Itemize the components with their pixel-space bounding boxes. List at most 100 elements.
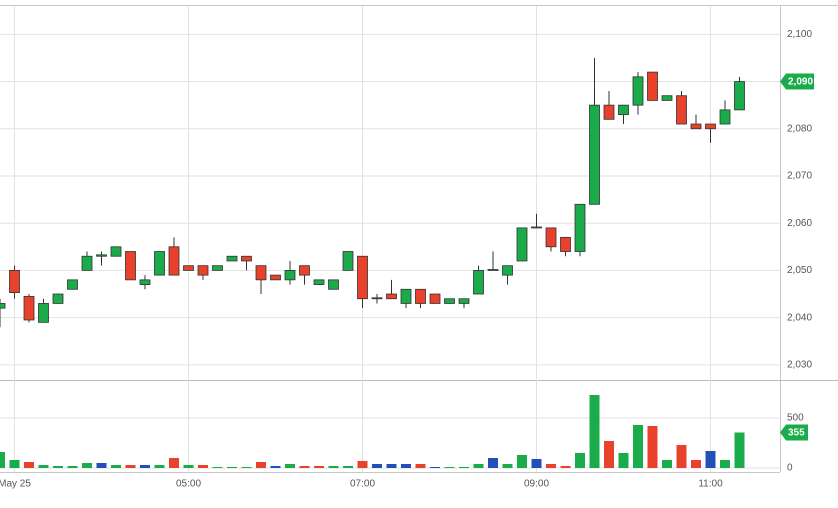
- candle-body: [255, 265, 267, 281]
- candle-body: [487, 269, 499, 271]
- volume-bar: [502, 464, 513, 468]
- volume-bar: [720, 460, 730, 468]
- last-price-label: 2,090: [788, 77, 813, 88]
- volume-bar: [38, 465, 49, 468]
- volume-bar: [444, 467, 455, 468]
- volume-bar: [604, 441, 614, 468]
- candle-body: [589, 104, 600, 205]
- volume-bar: [82, 463, 92, 468]
- volume-bar: [546, 464, 556, 468]
- volume-bar: [53, 466, 63, 468]
- candle-body: [661, 95, 673, 101]
- candle-body: [52, 293, 64, 304]
- candle-body: [67, 279, 78, 290]
- candle-body: [96, 254, 107, 257]
- volume-bar: [96, 463, 107, 468]
- candle-body: [429, 293, 441, 304]
- volume-bar: [67, 466, 78, 468]
- volume-bar: [575, 453, 585, 468]
- volume-bar: [705, 451, 716, 468]
- candle-body: [226, 255, 238, 262]
- volume-bar: [169, 458, 179, 468]
- candle-body: [632, 76, 644, 106]
- x-tick-label: 05:00: [176, 479, 201, 490]
- last-volume-tag: [780, 424, 808, 441]
- candle-body: [299, 265, 310, 276]
- candle-body: [197, 265, 209, 276]
- x-tick-label: May 25: [0, 479, 31, 490]
- y2-tick-label: 500: [787, 413, 804, 424]
- candle-body: [400, 288, 412, 304]
- volume-bar: [270, 466, 281, 468]
- y-tick-label: 2,100: [787, 29, 812, 40]
- volume-bar: [386, 464, 397, 468]
- volume-bar: [357, 461, 368, 468]
- volume-bar: [328, 466, 339, 468]
- candle-body: [531, 226, 542, 229]
- volume-bar: [9, 460, 20, 468]
- candle-body: [342, 251, 354, 271]
- volume-bar: [517, 455, 527, 468]
- volume-bar: [647, 426, 658, 468]
- volume-bar: [111, 465, 121, 468]
- candle-body: [719, 109, 731, 125]
- candle-body: [38, 303, 49, 323]
- y-tick-label: 2,040: [787, 312, 812, 323]
- y-tick-label: 2,070: [787, 171, 812, 182]
- y-tick-label: 2,080: [787, 123, 812, 134]
- candle-body: [458, 298, 470, 304]
- x-tick-label: 09:00: [524, 479, 549, 490]
- candle-body: [0, 303, 6, 309]
- candle-body: [676, 95, 687, 125]
- volume-bar: [212, 467, 223, 468]
- x-tick-label: 11:00: [698, 479, 723, 490]
- candle-body: [81, 255, 93, 271]
- volume-bar: [183, 465, 194, 468]
- volume-bar: [256, 462, 266, 468]
- candle-body: [574, 203, 586, 252]
- y-tick-label: 2,030: [787, 359, 812, 370]
- candle-body: [502, 265, 513, 276]
- volume-bar: [430, 467, 440, 468]
- candle-body: [212, 265, 223, 271]
- volume-bar: [372, 464, 382, 468]
- candle-body: [603, 104, 615, 120]
- candle-body: [313, 279, 325, 285]
- candle-body: [516, 227, 528, 262]
- volume-bar: [662, 460, 672, 468]
- volume-bar: [618, 453, 629, 468]
- candle-body: [690, 123, 702, 130]
- candle-body: [154, 251, 165, 276]
- volume-bar: [0, 452, 5, 468]
- candle-body: [386, 293, 397, 300]
- candle-body: [705, 123, 716, 130]
- last-volume-label: 355: [788, 428, 805, 439]
- candle-body: [560, 236, 571, 252]
- volume-bar: [24, 462, 34, 468]
- last-price-tag: [780, 73, 814, 90]
- volume-bar: [343, 466, 353, 468]
- y-tick-label: 2,060: [787, 218, 812, 229]
- y-tick-label: 2,050: [787, 265, 812, 276]
- volume-bar: [473, 464, 484, 468]
- candle-body: [618, 104, 629, 115]
- volume-bar: [560, 466, 571, 468]
- volume-bar: [140, 465, 150, 468]
- volume-bar: [488, 458, 498, 468]
- y2-tick-label: 0: [787, 463, 793, 474]
- candle-body: [23, 295, 35, 321]
- volume-bar: [676, 445, 687, 468]
- candle-body: [415, 288, 426, 304]
- candle-body: [357, 255, 368, 300]
- candle-body: [328, 279, 339, 290]
- volume-bar: [154, 465, 165, 468]
- x-tick-label: 07:00: [350, 479, 375, 490]
- candle-body: [473, 270, 484, 295]
- volume-bar: [589, 395, 600, 468]
- volume-bar: [459, 467, 469, 468]
- candle-body: [284, 270, 296, 281]
- candle-body: [444, 298, 455, 304]
- volume-bar: [314, 466, 324, 468]
- candle-body: [270, 274, 281, 281]
